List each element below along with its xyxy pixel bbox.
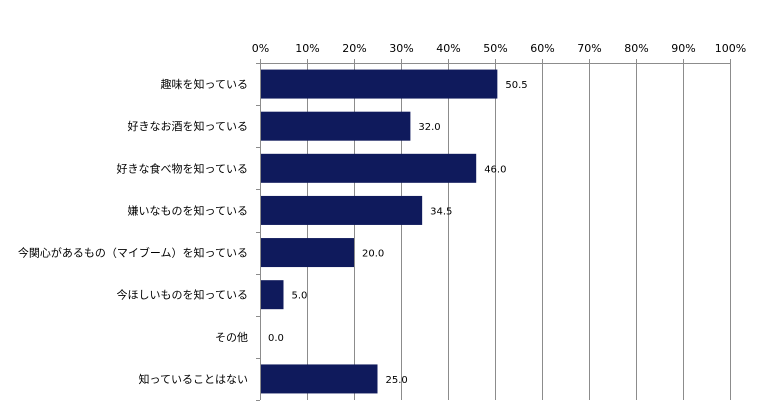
category-label: 趣味を知っている (161, 77, 248, 91)
category-labels: 趣味を知っている好きなお酒を知っている好きな食べ物を知っている嫌いなものを知って… (18, 77, 248, 386)
data-label: 32.0 (418, 122, 440, 133)
tick-label: 10% (295, 42, 319, 55)
tick-label: 70% (577, 42, 601, 55)
bar (260, 153, 477, 183)
bars (260, 69, 498, 394)
data-label: 50.5 (505, 80, 527, 91)
tick-label: 80% (624, 42, 648, 55)
category-label: その他 (215, 331, 248, 344)
data-label: 34.5 (430, 206, 452, 217)
bar (260, 364, 378, 394)
data-label: 25.0 (386, 375, 408, 386)
category-label: 好きなお酒を知っている (128, 119, 248, 133)
tick-label: 40% (436, 42, 460, 55)
bar (260, 238, 354, 268)
category-label: 今ほしいものを知っている (117, 288, 248, 302)
data-label: 5.0 (292, 291, 308, 302)
bar (260, 111, 411, 141)
data-label: 20.0 (362, 249, 384, 260)
bar (260, 195, 423, 225)
category-label: 今関心があるもの（マイブーム）を知っている (18, 246, 248, 260)
data-label: 46.0 (484, 164, 506, 175)
category-label: 嫌いなものを知っている (128, 203, 248, 217)
category-label: 好きな食べ物を知っている (117, 161, 248, 175)
bar (260, 69, 498, 99)
tick-label: 50% (483, 42, 507, 55)
bar (260, 280, 284, 310)
data-label: 0.0 (268, 333, 284, 344)
category-label: 知っていることはない (139, 372, 248, 386)
tick-label: 20% (342, 42, 366, 55)
tick-label: 100% (715, 42, 746, 55)
axes (256, 63, 731, 401)
tick-label: 90% (671, 42, 695, 55)
x-axis-ticks: 0% 10% 20% 30% 40% 50% 60% 70% 80% 90% 100% (252, 42, 746, 63)
tick-label: 0% (252, 42, 269, 55)
data-labels: 50.5 32.0 46.0 34.5 20.0 5.0 0.0 25.0 (268, 80, 528, 386)
tick-label: 30% (389, 42, 413, 55)
tick-label: 60% (530, 42, 554, 55)
